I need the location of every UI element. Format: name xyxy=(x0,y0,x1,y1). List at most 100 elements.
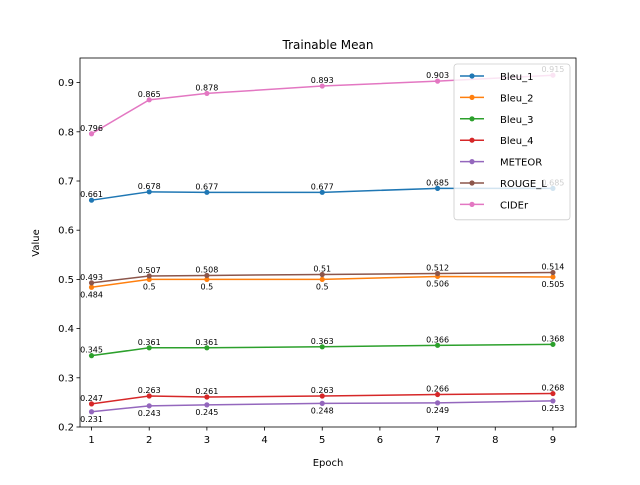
data-label-cider-3: 0.893 xyxy=(311,76,334,85)
point-rouge-l-1 xyxy=(146,273,152,279)
data-label-bleu-3-3: 0.363 xyxy=(311,337,334,346)
data-label-bleu-4-4: 0.266 xyxy=(426,385,449,394)
point-bleu-4-3 xyxy=(319,393,325,399)
data-label-bleu-4-1: 0.263 xyxy=(138,386,161,395)
y-tick-label-0.7: 0.7 xyxy=(58,177,74,188)
point-meteor-0 xyxy=(88,409,95,415)
data-label-bleu-4-2: 0.261 xyxy=(195,387,218,396)
x-tick-label-6: 6 xyxy=(377,435,383,446)
legend: Bleu_1 Bleu_2 Bleu_3 Bleu_4 METEOR ROUGE_L CID… xyxy=(453,63,571,221)
data-labels-layer: 0.6610.6780.6770.6770.6850.6850.4840.50.… xyxy=(80,65,564,424)
point-bleu-3-3 xyxy=(319,344,325,350)
point-cider-3 xyxy=(319,83,325,89)
point-bleu-3-5 xyxy=(550,341,556,347)
y-tick-label-0.3: 0.3 xyxy=(58,373,74,384)
legend-marker-cider xyxy=(469,201,475,207)
point-bleu-1-0 xyxy=(88,197,95,203)
data-label-bleu-2-3: 0.5 xyxy=(316,282,329,291)
point-bleu-3-4 xyxy=(434,342,441,348)
point-rouge-l-3 xyxy=(319,271,325,278)
legend-label-meteor: METEOR xyxy=(500,158,542,169)
y-tick-label-0.2: 0.2 xyxy=(58,423,74,434)
x-axis-label: Epoch xyxy=(313,458,344,469)
data-label-bleu-3-5: 0.368 xyxy=(541,334,564,343)
point-rouge-l-2 xyxy=(204,272,210,279)
data-label-meteor-2: 0.245 xyxy=(195,408,218,417)
legend-label-bleu-2: Bleu_2 xyxy=(500,93,534,104)
point-bleu-2-5 xyxy=(550,274,556,280)
point-bleu-1-2 xyxy=(204,189,210,195)
point-bleu-2-2 xyxy=(204,276,210,282)
legend-marker-bleu-3 xyxy=(469,116,475,122)
data-label-bleu-3-4: 0.366 xyxy=(426,335,449,344)
point-cider-0 xyxy=(88,131,95,137)
series-line-bleu-2 xyxy=(91,275,553,289)
y-tick-label-0.5: 0.5 xyxy=(58,275,74,286)
point-bleu-4-2 xyxy=(204,394,210,400)
data-label-rouge-l-2: 0.508 xyxy=(195,265,218,274)
data-label-bleu-1-3: 0.677 xyxy=(311,182,334,191)
series-line-rouge-l xyxy=(91,271,553,284)
data-label-rouge-l-4: 0.512 xyxy=(426,264,449,273)
point-rouge-l-5 xyxy=(550,269,556,276)
point-cider-1 xyxy=(146,97,152,103)
data-label-cider-2: 0.878 xyxy=(195,83,218,92)
point-bleu-1-1 xyxy=(146,189,152,195)
point-meteor-5 xyxy=(550,398,556,404)
legend-label-bleu-1: Bleu_1 xyxy=(500,72,534,83)
data-label-bleu-4-5: 0.268 xyxy=(541,384,564,393)
point-bleu-3-2 xyxy=(204,345,210,351)
point-bleu-4-0 xyxy=(88,401,95,407)
legend-marker-bleu-1 xyxy=(469,73,475,79)
point-bleu-4-1 xyxy=(146,393,152,399)
point-rouge-l-0 xyxy=(88,280,95,286)
legend-label-rouge-l: ROUGE_L xyxy=(500,179,547,190)
legend-label-bleu-4: Bleu_4 xyxy=(500,136,534,147)
data-label-bleu-1-2: 0.677 xyxy=(195,182,218,191)
x-tick-label-3: 3 xyxy=(204,435,210,446)
x-tick-label-1: 1 xyxy=(88,435,94,446)
data-label-cider-0: 0.796 xyxy=(80,124,103,133)
data-label-bleu-3-1: 0.361 xyxy=(138,338,161,347)
data-label-meteor-3: 0.248 xyxy=(311,406,334,415)
data-label-bleu-2-4: 0.506 xyxy=(426,279,449,288)
point-bleu-4-5 xyxy=(550,390,556,397)
x-tick-label-4: 4 xyxy=(261,435,267,446)
y-tick-label-0.4: 0.4 xyxy=(58,324,74,335)
data-label-bleu-1-4: 0.685 xyxy=(426,178,449,187)
point-meteor-2 xyxy=(204,402,210,408)
data-label-bleu-1-1: 0.678 xyxy=(138,182,161,191)
x-tick-label-5: 5 xyxy=(319,435,325,446)
legend-label-cider: CIDEr xyxy=(500,200,529,211)
y-tick-label-0.9: 0.9 xyxy=(58,78,74,89)
legend-marker-meteor xyxy=(469,159,475,165)
y-tick-label-0.6: 0.6 xyxy=(58,226,74,237)
x-tick-label-9: 9 xyxy=(550,435,556,446)
data-label-rouge-l-5: 0.514 xyxy=(541,263,564,272)
point-meteor-1 xyxy=(146,403,152,409)
point-bleu-3-0 xyxy=(88,353,95,359)
data-label-bleu-1-0: 0.661 xyxy=(80,190,103,199)
data-label-cider-1: 0.865 xyxy=(138,90,161,99)
point-bleu-4-4 xyxy=(434,391,441,398)
data-label-bleu-2-0: 0.484 xyxy=(80,290,103,299)
data-label-bleu-3-2: 0.361 xyxy=(195,338,218,347)
chart-title: Trainable Mean xyxy=(282,38,374,52)
data-label-meteor-1: 0.243 xyxy=(138,409,161,418)
data-label-meteor-4: 0.249 xyxy=(426,406,449,415)
legend-marker-rouge-l xyxy=(469,180,475,186)
data-label-rouge-l-3: 0.51 xyxy=(313,264,331,273)
point-bleu-1-3 xyxy=(319,189,325,195)
data-label-bleu-4-3: 0.263 xyxy=(311,386,334,395)
legend-box xyxy=(453,63,571,221)
series-line-bleu-3 xyxy=(91,343,553,357)
data-label-cider-4: 0.903 xyxy=(426,71,449,80)
point-bleu-3-1 xyxy=(146,345,152,351)
point-meteor-4 xyxy=(434,400,441,406)
data-label-bleu-2-2: 0.5 xyxy=(201,282,214,291)
legend-marker-bleu-2 xyxy=(469,94,475,100)
legend-marker-bleu-4 xyxy=(469,137,475,143)
data-label-bleu-3-0: 0.345 xyxy=(80,346,103,355)
